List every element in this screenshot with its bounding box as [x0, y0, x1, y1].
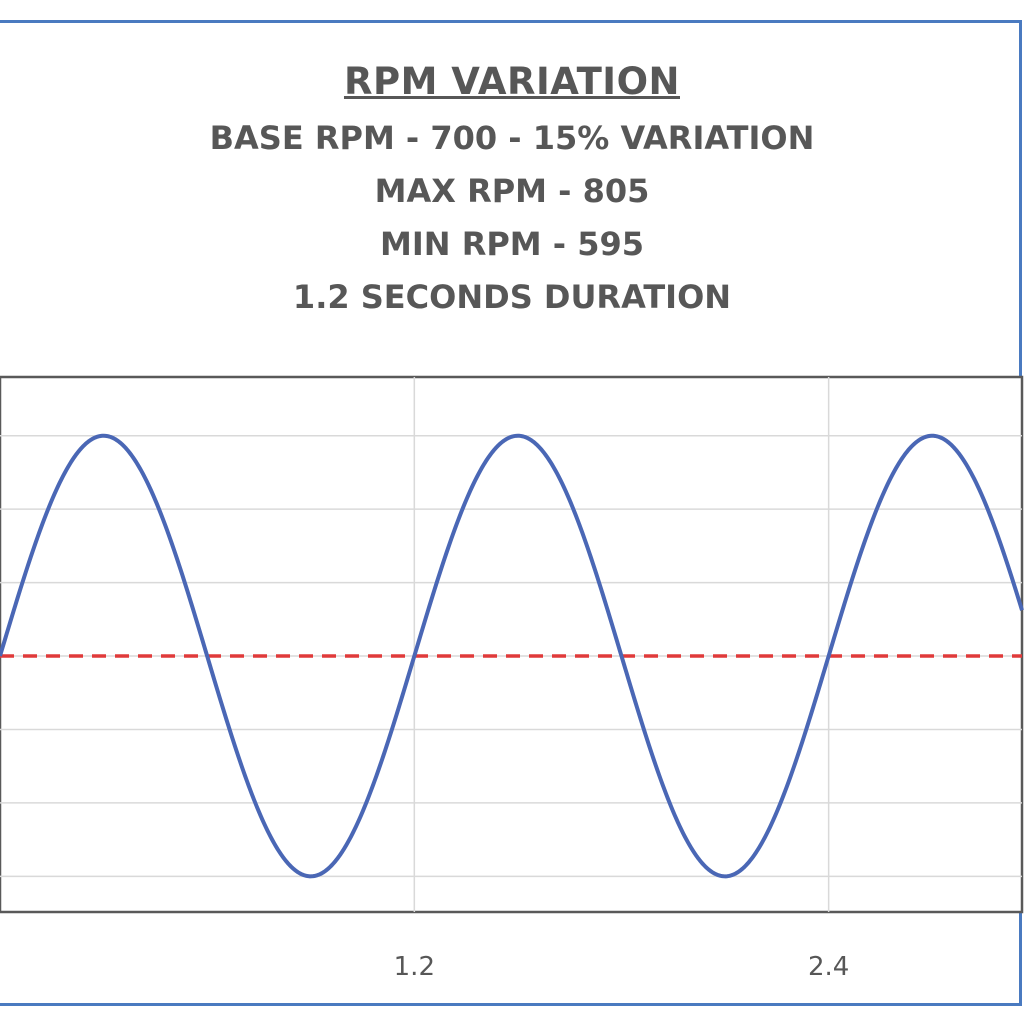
x-tick-labels: 1.2 2.4 [394, 952, 850, 982]
plot-area [0, 375, 1024, 914]
series-group [0, 433, 1024, 879]
subtitle-line-4: 1.2 SECONDS DURATION [292, 278, 732, 316]
subtitle-line-2: MAX RPM - 805 [374, 172, 650, 210]
subtitle-line-1: BASE RPM - 700 - 15% VARIATION [209, 119, 815, 157]
chart-titles: RPM VARIATION BASE RPM - 700 - 15% VARIA… [0, 52, 1024, 324]
x-tick-label: 2.4 [808, 952, 849, 982]
subtitle-line-3: MIN RPM - 595 [380, 225, 644, 263]
rpm-series-line [0, 433, 1024, 879]
x-tick-label: 1.2 [394, 952, 435, 982]
chart-title: RPM VARIATION [343, 60, 680, 103]
